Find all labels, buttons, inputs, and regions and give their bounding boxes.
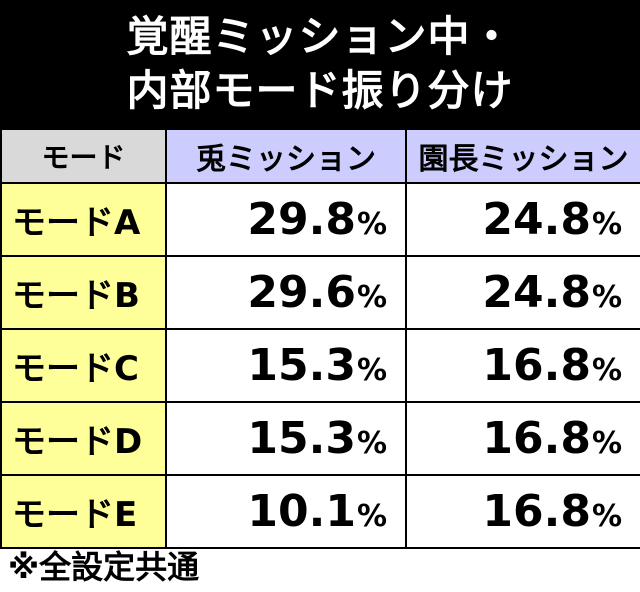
director-mission-value: 16.8%	[405, 328, 640, 403]
table-row: モードB 29.6% 24.8%	[0, 255, 640, 330]
value-number: 16.8	[482, 340, 591, 391]
table-row: モードA 29.8% 24.8%	[0, 182, 640, 257]
value-number: 15.3	[247, 340, 356, 391]
value-unit: %	[356, 207, 387, 242]
mode-distribution-table: モード 兎ミッション 園長ミッション モードA 29.8% 24.8% モードB…	[0, 128, 640, 549]
mode-label: モードD	[0, 401, 167, 476]
value-number: 16.8	[482, 413, 591, 464]
value-unit: %	[356, 499, 387, 534]
director-mission-value: 24.8%	[405, 255, 640, 330]
value-unit: %	[591, 280, 622, 315]
value-number: 29.6	[247, 267, 356, 318]
title-line-2: 内部モード振り分け	[126, 66, 514, 115]
rabbit-mission-value: 29.6%	[165, 255, 407, 330]
table-row: モードD 15.3% 16.8%	[0, 401, 640, 476]
header-director-mission: 園長ミッション	[405, 128, 640, 184]
director-mission-value: 16.8%	[405, 474, 640, 549]
mode-label: モードB	[0, 255, 167, 330]
value-unit: %	[356, 426, 387, 461]
value-number: 29.8	[247, 194, 356, 245]
value-unit: %	[591, 499, 622, 534]
value-number: 15.3	[247, 413, 356, 464]
mode-label: モードA	[0, 182, 167, 257]
table-row: モードC 15.3% 16.8%	[0, 328, 640, 403]
footnote: ※全設定共通	[8, 548, 200, 586]
value-number: 10.1	[247, 486, 356, 537]
header-rabbit-mission: 兎ミッション	[165, 128, 407, 184]
value-unit: %	[591, 353, 622, 388]
value-number: 16.8	[482, 486, 591, 537]
page-title: 覚醒ミッション中・ 内部モード振り分け	[0, 0, 640, 128]
director-mission-value: 24.8%	[405, 182, 640, 257]
mode-label: モードC	[0, 328, 167, 403]
table-header-row: モード 兎ミッション 園長ミッション	[0, 128, 640, 184]
value-number: 24.8	[482, 194, 591, 245]
value-number: 24.8	[482, 267, 591, 318]
value-unit: %	[356, 280, 387, 315]
value-unit: %	[591, 207, 622, 242]
rabbit-mission-value: 15.3%	[165, 401, 407, 476]
value-unit: %	[591, 426, 622, 461]
rabbit-mission-value: 10.1%	[165, 474, 407, 549]
header-mode: モード	[0, 128, 167, 184]
mode-label: モードE	[0, 474, 167, 549]
director-mission-value: 16.8%	[405, 401, 640, 476]
rabbit-mission-value: 15.3%	[165, 328, 407, 403]
table-row: モードE 10.1% 16.8%	[0, 474, 640, 549]
title-line-1: 覚醒ミッション中・	[126, 12, 514, 61]
rabbit-mission-value: 29.8%	[165, 182, 407, 257]
value-unit: %	[356, 353, 387, 388]
